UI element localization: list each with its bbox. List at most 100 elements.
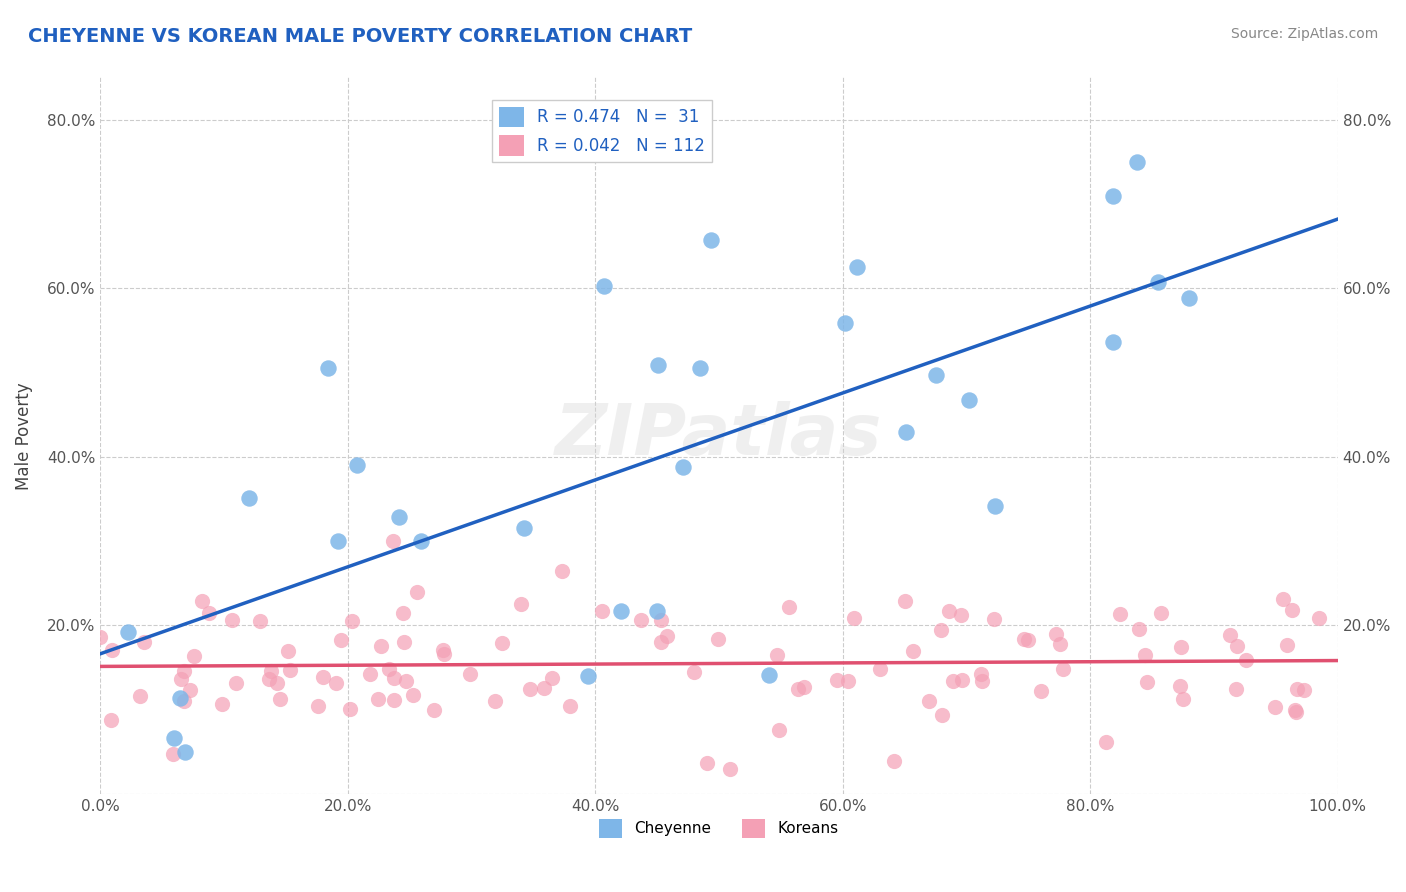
Point [983, 612, 1005, 626]
Point [1178, 291, 1201, 305]
Point [1286, 682, 1309, 697]
Point [768, 723, 790, 738]
Point [312, 670, 335, 684]
Point [645, 604, 668, 618]
Point [128, 690, 150, 704]
Point [894, 425, 917, 440]
Point [1049, 637, 1071, 651]
Point [370, 640, 392, 654]
Point [845, 260, 868, 274]
Point [249, 615, 271, 629]
Point [277, 644, 299, 658]
Point [1017, 632, 1039, 647]
Point [591, 605, 613, 619]
Point [1045, 627, 1067, 641]
Point [1128, 622, 1150, 636]
Point [224, 675, 246, 690]
Point [842, 610, 865, 624]
Point [793, 681, 815, 695]
Point [318, 360, 340, 375]
Point [540, 671, 562, 685]
Point [1308, 610, 1330, 624]
Point [378, 662, 401, 676]
Point [970, 673, 993, 688]
Point [1264, 700, 1286, 714]
Point [211, 697, 233, 711]
Point [198, 606, 221, 620]
Point [326, 534, 349, 549]
Point [1225, 682, 1247, 697]
Point [89, 630, 111, 644]
Point [174, 745, 197, 759]
Point [901, 643, 924, 657]
Point [787, 681, 810, 696]
Point [170, 672, 193, 686]
Legend: Cheyenne, Koreans: Cheyenne, Koreans [593, 813, 845, 844]
Point [1052, 662, 1074, 676]
Point [173, 664, 195, 678]
Point [942, 674, 965, 689]
Point [758, 667, 780, 681]
Point [1135, 648, 1157, 662]
Point [132, 635, 155, 649]
Point [610, 604, 633, 618]
Point [339, 702, 361, 716]
Point [718, 762, 741, 776]
Point [179, 682, 201, 697]
Point [647, 359, 669, 373]
Point [510, 597, 533, 611]
Point [117, 624, 139, 639]
Point [491, 635, 513, 649]
Point [706, 632, 728, 646]
Point [950, 673, 973, 688]
Point [1285, 705, 1308, 719]
Point [340, 614, 363, 628]
Point [1281, 603, 1303, 617]
Point [221, 613, 243, 627]
Point [558, 699, 581, 714]
Point [484, 694, 506, 708]
Point [778, 599, 800, 614]
Point [683, 665, 706, 680]
Point [672, 459, 695, 474]
Point [533, 681, 555, 696]
Point [1219, 628, 1241, 642]
Point [100, 713, 122, 727]
Point [1136, 674, 1159, 689]
Point [169, 690, 191, 705]
Y-axis label: Male Poverty: Male Poverty [15, 382, 32, 490]
Point [406, 585, 429, 599]
Point [949, 607, 972, 622]
Point [1012, 632, 1035, 646]
Point [689, 361, 711, 376]
Point [388, 509, 411, 524]
Point [984, 499, 1007, 513]
Point [578, 668, 600, 682]
Point [173, 694, 195, 708]
Point [190, 594, 212, 608]
Text: CHEYENNE VS KOREAN MALE POVERTY CORRELATION CHART: CHEYENNE VS KOREAN MALE POVERTY CORRELAT… [28, 27, 692, 45]
Point [883, 755, 905, 769]
Point [1226, 639, 1249, 653]
Point [422, 703, 444, 717]
Point [630, 613, 652, 627]
Point [1284, 703, 1306, 717]
Text: Source: ZipAtlas.com: Source: ZipAtlas.com [1230, 27, 1378, 41]
Point [325, 676, 347, 690]
Point [382, 672, 405, 686]
Point [834, 316, 856, 330]
Point [519, 681, 541, 696]
Point [278, 663, 301, 677]
Point [1095, 735, 1118, 749]
Point [162, 747, 184, 761]
Point [1170, 640, 1192, 654]
Point [329, 632, 352, 647]
Point [550, 564, 572, 578]
Point [1234, 653, 1257, 667]
Point [970, 667, 993, 681]
Point [513, 521, 536, 535]
Point [101, 643, 124, 657]
Point [381, 534, 404, 549]
Point [655, 629, 678, 643]
Point [395, 674, 418, 689]
